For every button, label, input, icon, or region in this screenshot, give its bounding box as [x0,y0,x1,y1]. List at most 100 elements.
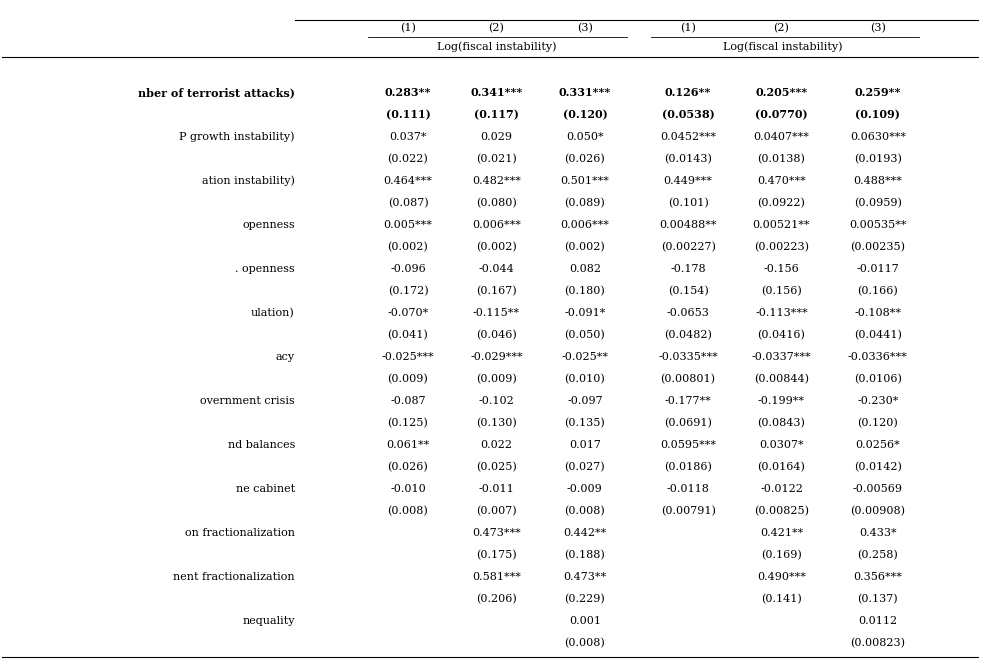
Text: 0.283**: 0.283** [384,87,432,98]
Text: (0.00235): (0.00235) [850,242,905,252]
Text: 0.017: 0.017 [569,440,601,450]
Text: 0.006***: 0.006*** [472,220,521,229]
Text: (0.0193): (0.0193) [854,154,901,164]
Text: (0.141): (0.141) [761,594,802,604]
Text: -0.199**: -0.199** [758,396,805,406]
Text: (0.0416): (0.0416) [758,330,805,340]
Text: (0.025): (0.025) [476,462,517,472]
Text: 0.061**: 0.061** [386,440,430,450]
Text: nber of terrorist attacks): nber of terrorist attacks) [138,87,295,98]
Text: -0.178: -0.178 [670,264,706,274]
Text: 0.259**: 0.259** [854,87,901,98]
Text: (0.00801): (0.00801) [661,374,716,384]
Text: Log(fiscal instability): Log(fiscal instability) [436,41,556,52]
Text: (0.0143): (0.0143) [665,154,712,164]
Text: -0.0336***: -0.0336*** [848,352,907,362]
Text: -0.177**: -0.177** [665,396,712,406]
Text: (0.0106): (0.0106) [854,374,901,384]
Text: (0.154): (0.154) [667,286,709,296]
Text: -0.108**: -0.108** [854,308,901,318]
Text: -0.025**: -0.025** [561,352,608,362]
Text: 0.0307*: 0.0307* [759,440,804,450]
Text: (0.0770): (0.0770) [755,109,808,120]
Text: -0.009: -0.009 [567,484,603,494]
Text: 0.001: 0.001 [569,616,601,626]
Text: (0.0142): (0.0142) [854,462,901,472]
Text: -0.113***: -0.113*** [755,308,808,318]
Text: -0.097: -0.097 [567,396,603,406]
Text: 0.0112: 0.0112 [858,616,897,626]
Text: 0.00535**: 0.00535** [849,220,906,229]
Text: (0.041): (0.041) [387,330,429,340]
Text: (0.0959): (0.0959) [854,197,901,208]
Text: 0.00521**: 0.00521** [753,220,810,229]
Text: -0.096: -0.096 [390,264,426,274]
Text: (0.00791): (0.00791) [661,506,716,516]
Text: (0.087): (0.087) [387,197,429,208]
Text: (0.002): (0.002) [476,242,517,252]
Text: (0.026): (0.026) [564,154,606,164]
Text: 0.331***: 0.331*** [558,87,611,98]
Text: 0.0630***: 0.0630*** [850,132,905,142]
Text: (0.008): (0.008) [387,506,429,516]
Text: nd balances: nd balances [227,440,295,450]
Text: 0.464***: 0.464*** [383,176,433,186]
Text: (1): (1) [680,23,696,33]
Text: -0.070*: -0.070* [387,308,429,318]
Text: (0.120): (0.120) [562,109,607,120]
Text: -0.0653: -0.0653 [666,308,710,318]
Text: 0.006***: 0.006*** [560,220,609,229]
Text: 0.581***: 0.581*** [472,572,521,582]
Text: (0.169): (0.169) [761,550,802,561]
Text: (0.111): (0.111) [385,109,431,120]
Text: (0.101): (0.101) [667,197,709,208]
Text: 0.00488**: 0.00488** [660,220,717,229]
Text: (0.156): (0.156) [761,286,802,296]
Text: 0.482***: 0.482*** [472,176,521,186]
Text: ne cabinet: ne cabinet [236,484,295,494]
Text: (0.008): (0.008) [564,638,606,648]
Text: (0.166): (0.166) [857,286,898,296]
Text: P growth instability): P growth instability) [180,131,295,142]
Text: overnment crisis: overnment crisis [201,396,295,406]
Text: (0.00223): (0.00223) [754,242,809,252]
Text: 0.490***: 0.490*** [757,572,806,582]
Text: (0.008): (0.008) [564,506,606,516]
Text: 0.0595***: 0.0595*** [661,440,716,450]
Text: (0.117): (0.117) [474,109,519,120]
Text: nent fractionalization: nent fractionalization [173,572,295,582]
Text: (0.026): (0.026) [387,462,429,472]
Text: 0.421**: 0.421** [760,528,803,538]
Text: (0.0441): (0.0441) [854,330,901,340]
Text: (0.0138): (0.0138) [758,154,805,164]
Text: ation instability): ation instability) [202,175,295,186]
Text: -0.115**: -0.115** [473,308,520,318]
Text: (0.080): (0.080) [476,197,517,208]
Text: -0.029***: -0.029*** [470,352,523,362]
Text: 0.442**: 0.442** [563,528,607,538]
Text: (0.188): (0.188) [564,550,606,561]
Text: 0.0256*: 0.0256* [855,440,900,450]
Text: 0.473**: 0.473** [563,572,607,582]
Text: (0.175): (0.175) [476,550,517,561]
Text: 0.005***: 0.005*** [383,220,433,229]
Text: (0.007): (0.007) [476,506,517,516]
Text: nequality: nequality [243,616,295,626]
Text: -0.0337***: -0.0337*** [752,352,811,362]
Text: (0.120): (0.120) [857,418,898,428]
Text: (3): (3) [577,23,593,33]
Text: 0.022: 0.022 [481,440,512,450]
Text: -0.156: -0.156 [764,264,799,274]
Text: 0.470***: 0.470*** [757,176,806,186]
Text: (0.002): (0.002) [564,242,606,252]
Text: (0.010): (0.010) [564,374,606,384]
Text: -0.102: -0.102 [479,396,514,406]
Text: (0.0691): (0.0691) [665,418,712,428]
Text: 0.029: 0.029 [481,132,512,142]
Text: (0.206): (0.206) [476,594,517,604]
Text: (0.00825): (0.00825) [754,506,809,516]
Text: (0.022): (0.022) [387,154,429,164]
Text: 0.205***: 0.205*** [755,87,808,98]
Text: (2): (2) [774,23,789,33]
Text: (0.0164): (0.0164) [758,462,805,472]
